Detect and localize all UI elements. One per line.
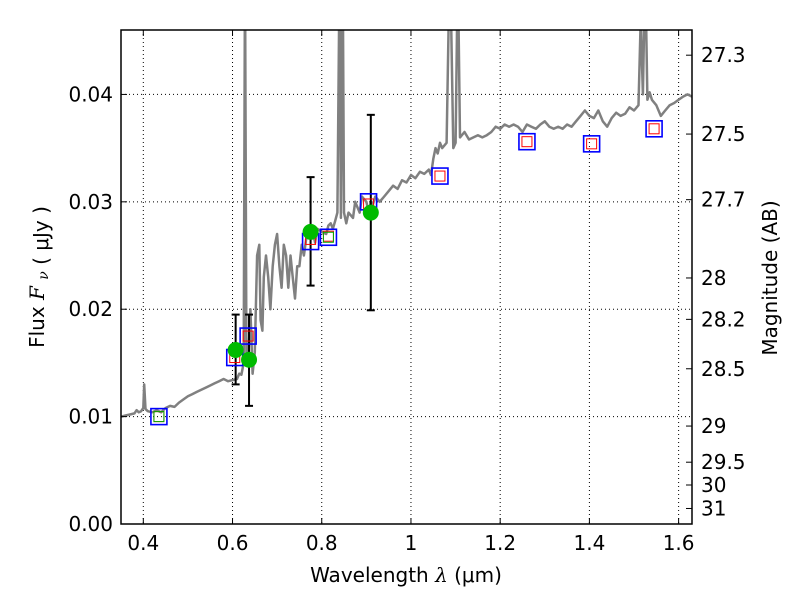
magnitude-tick-label: 30: [701, 473, 726, 497]
measurement-point: [362, 204, 379, 221]
x-tick-label: 1.6: [663, 531, 695, 555]
plot-frame: [120, 29, 693, 525]
observed-photometry-marker: [431, 167, 449, 185]
x-tick-label: 0.6: [217, 531, 249, 555]
y-axis-label-symbol: F: [25, 285, 49, 301]
y-tick-label: 0.03: [68, 190, 113, 214]
magnitude-tick-label: 27.5: [701, 122, 746, 146]
x-axis-label-text: Wavelength: [310, 563, 429, 587]
model-photometry-marker: [648, 123, 660, 135]
x-tick-label: 0.4: [127, 531, 159, 555]
spectrum-line: [121, 30, 692, 418]
model-photometry-marker: [153, 411, 165, 423]
y-tick-label: 0.01: [68, 405, 113, 429]
y-tick-label: 0.04: [68, 82, 113, 106]
magnitude-axis-label: Magnitude (AB): [758, 200, 782, 355]
y-axis-label-text: Flux: [25, 306, 49, 348]
y-axis-ticks: 0.00 0.01 0.02 0.03 0.04: [68, 82, 127, 536]
y-axis-label: Flux F ν ( μJy ): [25, 206, 53, 348]
x-axis-ticks: 0.4 0.6 0.8 1 1.2 1.4 1.6: [127, 30, 695, 555]
observed-photometry-marker: [150, 407, 168, 426]
y-axis-label-unit: ( μJy ): [29, 206, 53, 265]
observed-photometry-marker: [319, 228, 338, 247]
observed-photometry-marker: [582, 135, 601, 153]
y-tick-label: 0.02: [68, 297, 113, 321]
model-photometry-marker: [586, 138, 598, 150]
magnitude-tick-label: 28.2: [701, 307, 746, 331]
observed-photometry-marker: [645, 120, 663, 138]
green-band-marker: [153, 411, 165, 423]
x-tick-label: 1.2: [484, 531, 516, 555]
magnitude-tick-label: 27.3: [701, 43, 746, 67]
y-axis-label-subscript: ν: [36, 271, 52, 280]
grid-lines: [121, 30, 692, 525]
green-band-marker: [322, 231, 334, 243]
x-tick-label: 1: [405, 531, 418, 555]
magnitude-tick-label: 28: [701, 266, 726, 290]
magnitude-tick-label: 27.7: [701, 188, 746, 212]
x-tick-label: 0.8: [306, 531, 338, 555]
model-photometry-marker: [521, 136, 533, 148]
observed-photometry-marker: [239, 327, 257, 345]
x-tick-label: 1.4: [573, 531, 605, 555]
x-axis-label: Wavelength λ (μm): [310, 563, 502, 587]
measurement-point: [227, 342, 244, 359]
observed-photometry-marker: [518, 132, 536, 151]
measurement-point: [241, 351, 258, 368]
plot-area: [121, 30, 692, 426]
magnitude-tick-label: 31: [701, 496, 726, 520]
x-axis-label-unit: (μm): [454, 563, 502, 587]
marker-layer: [150, 120, 663, 426]
magnitude-tick-label: 29.5: [701, 450, 746, 474]
magnitude-tick-label: 29: [701, 414, 726, 438]
y-tick-label: 0.00: [68, 512, 113, 536]
measurement-point: [302, 223, 319, 240]
spectrum-layer: [121, 30, 692, 418]
magnitude-tick-label: 28.5: [701, 357, 746, 381]
x-axis-label-symbol: λ: [434, 563, 448, 587]
model-photometry-marker: [434, 170, 446, 182]
model-photometry-marker: [242, 330, 254, 342]
